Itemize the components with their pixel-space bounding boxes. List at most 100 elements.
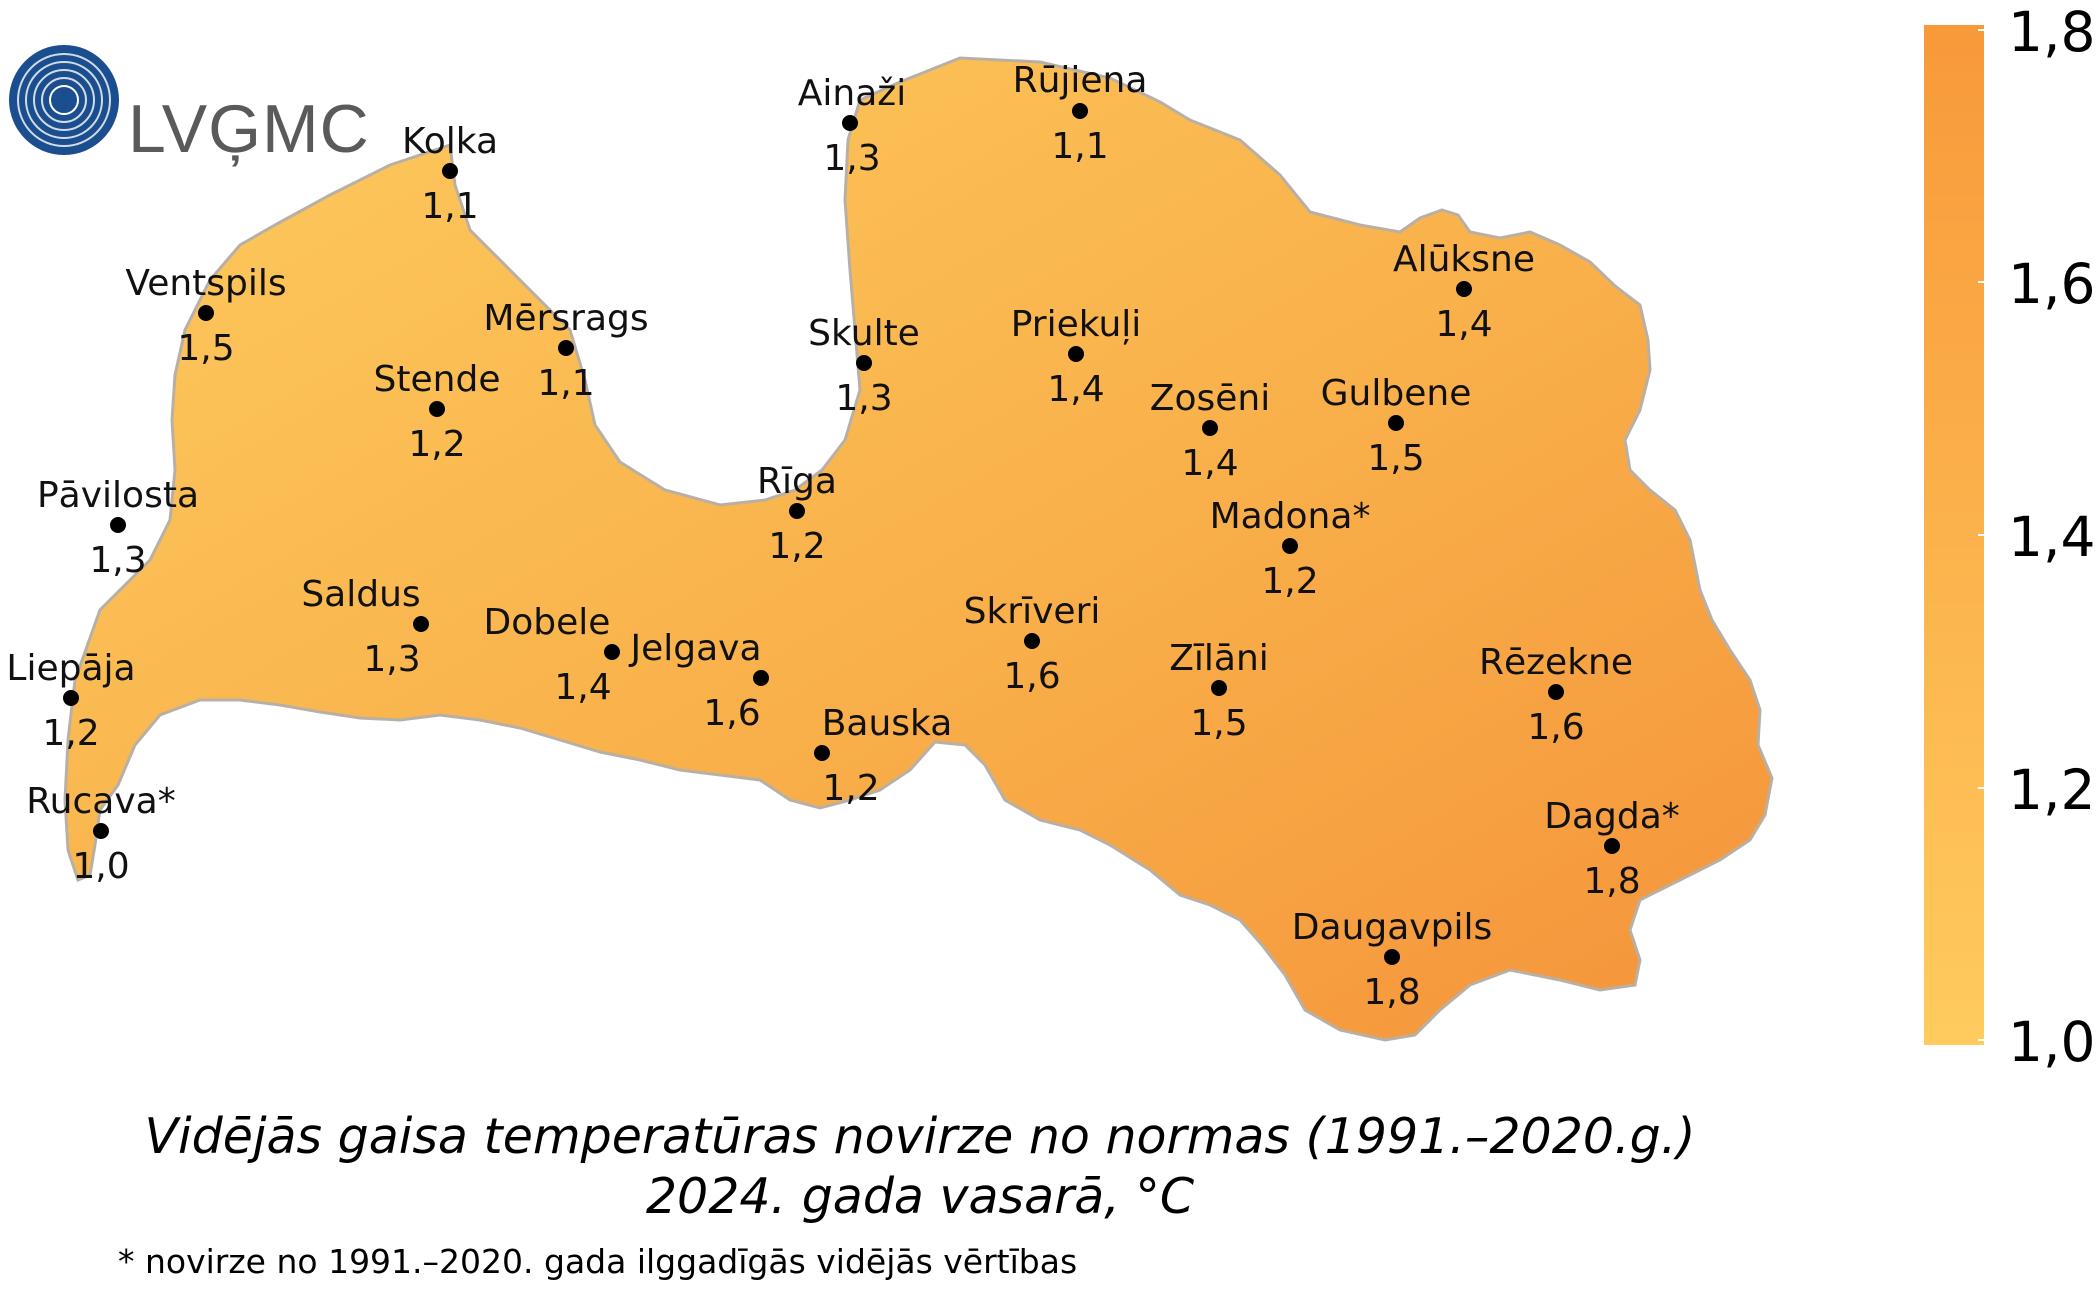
station-bauska: Bauska 1,2 <box>814 703 952 809</box>
station-ainazi: Ainaži 1,3 <box>798 73 906 179</box>
map-subtitle: 2024. gada vasarā, °C <box>645 1168 1195 1225</box>
station-value: 1,8 <box>1363 972 1420 1013</box>
station-name: Rēzekne <box>1479 642 1633 683</box>
logo-emblem-icon <box>9 45 119 155</box>
station-value: 1,4 <box>1181 443 1238 484</box>
station-value: 1,3 <box>89 540 146 581</box>
station-value: 1,2 <box>408 424 465 465</box>
station-dot <box>442 163 458 179</box>
station-value: 1,2 <box>1261 561 1318 602</box>
station-dot <box>1456 281 1472 297</box>
station-name: Stende <box>374 359 501 400</box>
station-dot <box>1548 684 1564 700</box>
station-dot <box>604 644 620 660</box>
station-skulte: Skulte 1,3 <box>808 313 920 419</box>
station-dot <box>1211 680 1227 696</box>
station-value: 1,4 <box>554 667 611 708</box>
station-saldus: Saldus 1,3 <box>301 574 429 680</box>
station-dot <box>110 517 126 533</box>
station-zilani: Zīlāni 1,5 <box>1169 638 1269 744</box>
station-value: 1,1 <box>1051 126 1108 167</box>
station-name: Ainaži <box>798 73 906 114</box>
station-value: 1,6 <box>1527 707 1584 748</box>
station-value: 1,3 <box>835 378 892 419</box>
station-value: 1,1 <box>421 186 478 227</box>
station-kolka: Kolka 1,1 <box>402 121 498 227</box>
station-dot <box>1388 415 1404 431</box>
station-pavilosta: Pāvilosta 1,3 <box>37 475 199 581</box>
station-value: 1,4 <box>1435 304 1492 345</box>
station-name: Priekuļi <box>1011 304 1142 345</box>
station-name: Dobele <box>484 602 611 643</box>
legend-label-min: 1,0 <box>2008 1010 2096 1074</box>
station-value: 1,6 <box>703 693 760 734</box>
legend-color-bar <box>1924 25 1984 1045</box>
latvia-map <box>63 56 1774 1042</box>
station-dobele: Dobele 1,4 <box>484 602 620 708</box>
station-rucava: Rucava* 1,0 <box>26 781 175 887</box>
station-name: Rīga <box>757 461 837 502</box>
station-name: Jelgava <box>628 628 761 669</box>
station-value: 1,4 <box>1047 369 1104 410</box>
station-name: Dagda* <box>1544 796 1680 837</box>
station-ventspils: Ventspils 1,5 <box>125 263 286 369</box>
station-dot <box>1202 420 1218 436</box>
station-daugavpils: Daugavpils 1,8 <box>1292 907 1492 1013</box>
station-aluksne: Alūksne 1,4 <box>1393 239 1535 345</box>
station-value: 1,3 <box>823 138 880 179</box>
station-liepaja: Liepāja 1,2 <box>6 648 135 754</box>
station-dot <box>198 305 214 321</box>
station-rezekne: Rēzekne 1,6 <box>1479 642 1633 748</box>
station-value: 1,6 <box>1003 656 1060 697</box>
station-value: 1,0 <box>72 846 129 887</box>
station-value: 1,2 <box>42 713 99 754</box>
station-dot <box>1068 346 1084 362</box>
footnote: * novirze no 1991.–2020. gada ilggadīgās… <box>118 1242 1078 1281</box>
station-name: Skrīveri <box>964 591 1101 632</box>
station-value: 1,8 <box>1583 861 1640 902</box>
station-name: Bauska <box>822 703 953 744</box>
station-dot <box>1384 949 1400 965</box>
station-dot <box>1072 103 1088 119</box>
station-dot <box>1604 838 1620 854</box>
station-stende: Stende 1,2 <box>374 359 501 465</box>
legend-label: 1,4 <box>2008 505 2096 569</box>
station-skriveri: Skrīveri 1,6 <box>964 591 1101 697</box>
station-name: Daugavpils <box>1292 907 1492 948</box>
station-jelgava: Jelgava 1,6 <box>628 628 769 734</box>
map-title: Vidējās gaisa temperatūras novirze no no… <box>144 1108 1696 1165</box>
station-name: Gulbene <box>1321 373 1472 414</box>
legend-label-max: 1,8 <box>2008 0 2096 64</box>
station-name: Madona* <box>1210 496 1371 537</box>
station-name: Rucava* <box>26 781 175 822</box>
station-name: Ventspils <box>125 263 286 304</box>
station-mersrags: Mērsrags 1,1 <box>483 298 648 404</box>
station-value: 1,5 <box>1190 703 1247 744</box>
logo-text: LVĢMC <box>128 91 370 167</box>
station-dot <box>93 823 109 839</box>
station-zoseni: Zosēni 1,4 <box>1150 378 1270 484</box>
station-rujiena: Rūjiena 1,1 <box>1013 60 1148 167</box>
station-name: Alūksne <box>1393 239 1535 280</box>
station-dot <box>429 401 445 417</box>
station-name: Zosēni <box>1150 378 1270 419</box>
lvgmc-logo: LVĢMC <box>0 36 380 167</box>
station-dot <box>413 616 429 632</box>
station-name: Mērsrags <box>483 298 648 339</box>
station-dot <box>789 503 805 519</box>
legend-label: 1,6 <box>2008 252 2096 316</box>
station-dot <box>753 670 769 686</box>
station-dot <box>842 115 858 131</box>
station-name: Rūjiena <box>1013 60 1148 101</box>
station-dot <box>1024 633 1040 649</box>
station-dot <box>1282 538 1298 554</box>
station-value: 1,5 <box>177 328 234 369</box>
station-name: Kolka <box>402 121 498 162</box>
station-name: Pāvilosta <box>37 475 199 516</box>
station-value: 1,2 <box>822 768 879 809</box>
station-name: Liepāja <box>6 648 135 689</box>
station-value: 1,2 <box>768 526 825 567</box>
station-dot <box>814 745 830 761</box>
legend-ticks <box>1978 29 1984 1041</box>
